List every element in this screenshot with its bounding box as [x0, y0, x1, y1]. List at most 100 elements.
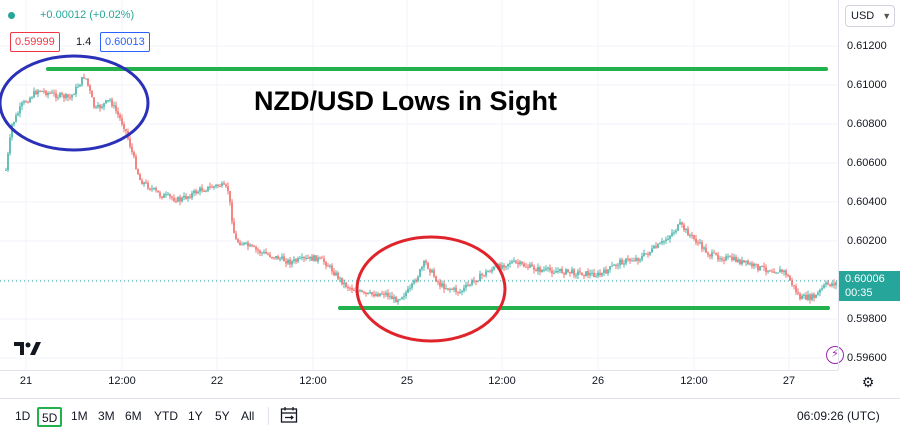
candle-body: [681, 222, 683, 225]
candle-body: [603, 269, 605, 273]
candle-body: [225, 184, 227, 187]
candle-body: [557, 271, 559, 272]
price-tick: 0.60200: [847, 235, 887, 247]
candle-body: [489, 271, 491, 273]
candle-body: [817, 292, 819, 295]
candle-body: [163, 194, 165, 198]
candle-body: [407, 288, 409, 293]
candle-body: [167, 194, 169, 196]
candle-body: [211, 186, 213, 188]
time-tick: 22: [210, 375, 224, 387]
price-tick: 0.59600: [847, 352, 887, 364]
candle-body: [643, 253, 645, 256]
time-axis[interactable]: 21 12:00 22 12:00 25 12:00 26 12:00 27: [0, 370, 838, 392]
candle-body: [441, 283, 443, 287]
candle-body: [19, 106, 21, 114]
candle-body: [577, 271, 579, 275]
range-button-6m[interactable]: 6M: [125, 409, 142, 423]
candle-body: [195, 190, 197, 194]
candle-body: [605, 269, 607, 274]
range-button-5y[interactable]: 5Y: [215, 409, 230, 423]
candle-body: [485, 271, 487, 276]
sell-price-button[interactable]: 0.59999: [10, 32, 60, 52]
candle-body: [579, 271, 581, 273]
range-button-all[interactable]: All: [241, 409, 255, 423]
candle-body: [139, 174, 141, 181]
candle-body: [471, 280, 473, 285]
candle-body: [541, 269, 543, 272]
candle-body: [263, 251, 265, 253]
price-scale[interactable]: USD ▼ 0.61200 0.61000 0.60800 0.60600 0.…: [838, 0, 900, 370]
candle-body: [269, 254, 271, 257]
candle-body: [421, 267, 423, 270]
candle-body: [39, 90, 41, 92]
lightning-icon[interactable]: ⚡: [826, 346, 844, 364]
candle-body: [131, 146, 133, 152]
candle-body: [789, 276, 791, 281]
candle-body: [527, 267, 529, 269]
candle-body: [289, 259, 291, 265]
gear-icon[interactable]: ⚙: [861, 374, 875, 390]
candle-body: [87, 78, 89, 86]
last-price-value: 0.60006: [845, 273, 885, 285]
candle-body: [807, 294, 809, 300]
utc-clock[interactable]: 06:09:26 (UTC): [797, 409, 880, 423]
range-button-1m[interactable]: 1M: [71, 409, 88, 423]
candle-body: [675, 230, 677, 233]
candle-body: [265, 251, 267, 254]
candle-body: [619, 259, 621, 266]
candle-body: [525, 266, 527, 268]
calendar-range-icon[interactable]: [280, 406, 298, 424]
candle-body: [823, 284, 825, 289]
candle-body: [617, 265, 619, 267]
candle-body: [397, 299, 399, 303]
candle-body: [829, 284, 831, 286]
range-button-ytd[interactable]: YTD: [154, 409, 178, 423]
range-button-3m[interactable]: 3M: [98, 409, 115, 423]
price-tick: 0.61000: [847, 79, 887, 91]
candle-body: [247, 242, 249, 247]
candle-body: [743, 260, 745, 263]
candle-body: [35, 91, 37, 95]
candle-body: [655, 246, 657, 248]
candle-body: [597, 272, 599, 277]
buy-price-button[interactable]: 0.60013: [100, 32, 150, 52]
candle-body: [575, 275, 577, 277]
tradingview-logo-icon[interactable]: [14, 340, 42, 356]
candle-body: [159, 192, 161, 197]
candle-body: [621, 259, 623, 265]
candle-body: [755, 263, 757, 265]
price-chart[interactable]: [0, 0, 838, 370]
range-button-5d[interactable]: 5D: [37, 407, 63, 427]
candle-body: [33, 91, 35, 98]
currency-dropdown[interactable]: USD ▼: [845, 5, 895, 27]
candle-body: [321, 257, 323, 259]
candle-body: [633, 260, 635, 262]
candle-body: [439, 282, 441, 287]
candle-body: [751, 263, 753, 267]
candle-body: [89, 85, 91, 91]
candle-body: [277, 256, 279, 260]
candle-body: [433, 270, 435, 277]
candle-body: [61, 93, 63, 95]
candle-body: [205, 190, 207, 192]
range-button-1d[interactable]: 1D: [15, 409, 31, 423]
candle-body: [335, 272, 337, 276]
chart-area[interactable]: +0.00012 (+0.02%) 0.59999 1.4 0.60013 NZ…: [0, 0, 844, 370]
candle-body: [63, 94, 65, 99]
candle-body: [197, 191, 199, 194]
range-button-1y[interactable]: 1Y: [188, 409, 203, 423]
candle-body: [55, 93, 57, 98]
candle-body: [805, 294, 807, 300]
candle-body: [509, 263, 511, 265]
candle-body: [351, 287, 353, 290]
candle-body: [543, 269, 545, 271]
candle-body: [191, 193, 193, 198]
candle-body: [233, 221, 235, 234]
candle-body: [135, 156, 137, 170]
candle-body: [537, 267, 539, 272]
chart-annotation-title: NZD/USD Lows in Sight: [254, 86, 557, 116]
candle-body: [111, 99, 113, 107]
candle-body: [827, 282, 829, 285]
candle-body: [57, 97, 59, 99]
